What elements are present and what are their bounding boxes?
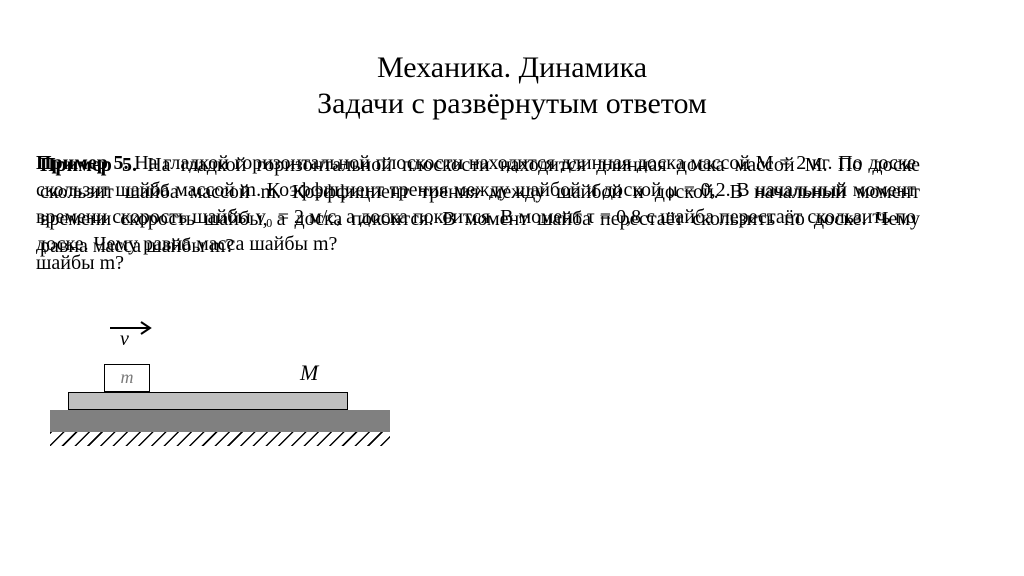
page: Механика. Динамика Задачи с развёрнутым … bbox=[0, 0, 1024, 576]
problem-lead-2: Пример 5. bbox=[40, 154, 137, 176]
problem-trailing: шайбы m? bbox=[36, 252, 124, 275]
problem-text-layer-2: Пример 5. На гладкой горизонтальной плос… bbox=[40, 152, 920, 260]
ground-hatch bbox=[50, 432, 390, 446]
problem-body-2: На гладкой горизонтальной плоскости нахо… bbox=[40, 154, 920, 257]
title-line-1: Механика. Динамика bbox=[0, 50, 1024, 86]
title-block: Механика. Динамика Задачи с развёрнутым … bbox=[0, 50, 1024, 122]
ground-strip bbox=[50, 410, 390, 432]
board-mass-label: M bbox=[300, 360, 318, 386]
board bbox=[68, 392, 348, 410]
velocity-vector: v bbox=[108, 320, 158, 354]
title-line-2: Задачи с развёрнутым ответом bbox=[0, 86, 1024, 122]
velocity-label: v bbox=[120, 328, 129, 351]
puck-block: m bbox=[104, 364, 150, 392]
diagram: v m M bbox=[50, 300, 390, 460]
arrow-icon bbox=[108, 320, 158, 336]
